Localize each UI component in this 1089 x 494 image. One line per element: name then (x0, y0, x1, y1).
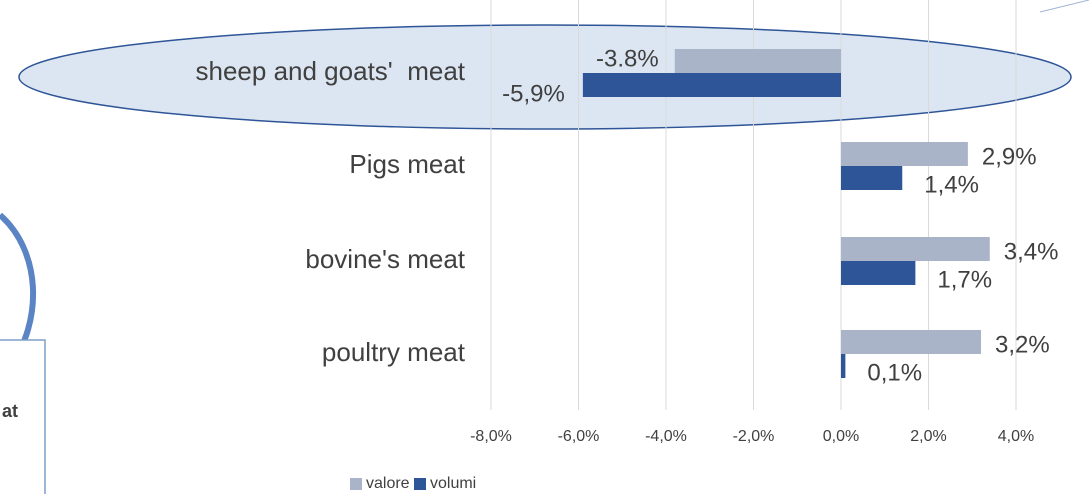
bar (841, 354, 846, 378)
bar (582, 73, 841, 97)
highlight-ellipse (18, 24, 1072, 130)
data-label: 3,2% (995, 331, 1050, 358)
x-tick-label: 2,0% (910, 428, 946, 445)
bar (841, 166, 903, 190)
annotation: at (2, 401, 18, 421)
plot: sheep and goats' meat -3.8% -5,9% Pigs meat… (196, 45, 1059, 386)
legend-label: volumi (430, 475, 476, 492)
bar (841, 330, 981, 354)
side-box (0, 339, 46, 494)
category-label: sheep and goats' meat (196, 56, 466, 86)
data-label: 1,4% (924, 171, 979, 198)
grid: -8,0% -6,0% -4,0% -2,0% 0,0% 2,0% 4,0% (470, 0, 1034, 445)
data-label: 2,9% (982, 143, 1037, 170)
category-label: bovine's meat (305, 244, 465, 274)
data-label: -3.8% (596, 45, 659, 72)
data-label: 3,4% (1004, 238, 1059, 265)
data-label: 1,7% (937, 266, 992, 293)
x-tick-label: 0,0% (823, 428, 859, 445)
x-tick-label: 4,0% (998, 428, 1034, 445)
data-label: -5,9% (502, 80, 565, 107)
bar (841, 142, 968, 166)
decor-line (1039, 0, 1089, 13)
legend-label: valore (366, 475, 410, 492)
category-label: poultry meat (322, 337, 466, 367)
x-tick-label: -6,0% (558, 428, 600, 445)
bar (674, 49, 841, 73)
x-tick-label: -8,0% (470, 428, 512, 445)
data-label: 0,1% (867, 359, 922, 386)
legend-swatch (350, 478, 362, 490)
bar (841, 237, 990, 261)
bar (841, 261, 916, 285)
x-tick-label: -4,0% (645, 428, 687, 445)
x-tick-label: -2,0% (733, 428, 775, 445)
category-label: Pigs meat (349, 149, 465, 179)
legend-swatch (414, 478, 426, 490)
